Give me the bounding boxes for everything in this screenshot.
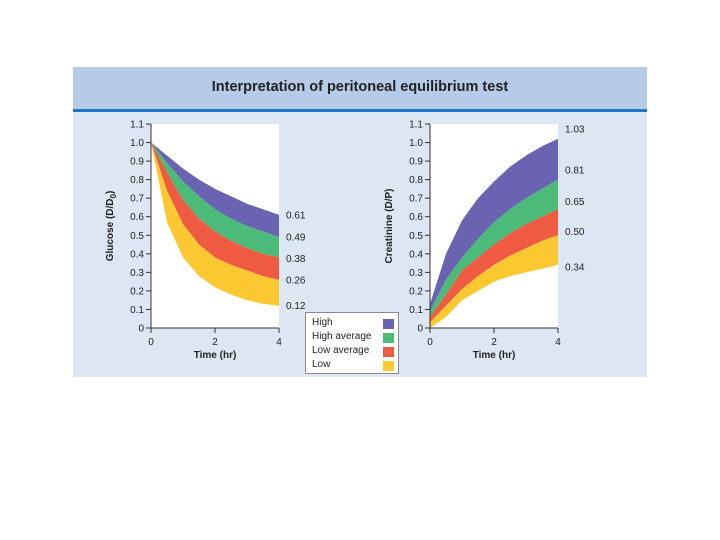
- y-tick-label: 1.0: [130, 138, 144, 149]
- y-axis-title-close: ): [105, 191, 116, 194]
- y-tick-label: 1.1: [130, 120, 144, 131]
- y-tick-label: 0.6: [409, 212, 423, 223]
- end-value-label: 0.34: [565, 262, 585, 273]
- chart-title: Interpretation of peritoneal equilibrium…: [211, 79, 509, 95]
- y-tick-label: 0.7: [130, 194, 144, 205]
- end-value-label: 0.26: [286, 275, 306, 286]
- y-tick-label: 1.1: [409, 120, 423, 131]
- end-value-label: 0.50: [565, 227, 585, 238]
- end-value-label: 1.03: [565, 124, 585, 135]
- y-tick-label: 0.1: [409, 305, 423, 316]
- x-tick-label: 2: [212, 337, 218, 348]
- y-tick-label: 1.0: [409, 138, 423, 149]
- x-tick-label: 2: [491, 337, 497, 348]
- band-low: [430, 235, 558, 328]
- y-tick-label: 0.8: [409, 175, 423, 186]
- end-value-label: 0.12: [286, 301, 306, 312]
- legend-item-low-average: Low average: [312, 344, 394, 358]
- y-tick-label: 0.5: [130, 231, 144, 242]
- y-tick-label: 0: [138, 324, 144, 335]
- y-axis-title-subscript: 0: [109, 194, 118, 199]
- legend-label: High: [312, 317, 333, 328]
- y-tick-label: 0.5: [409, 231, 423, 242]
- y-tick-label: 0.1: [130, 305, 144, 316]
- glucose-chart: 0 0.1 0.2 0.3 0.4 0.5 0.6 0.7 0.8 0.9 1.0 1.1 0 2 4 Tim…: [105, 120, 306, 362]
- legend-label: Low average: [312, 345, 370, 356]
- y-tick-label: 0.3: [130, 268, 144, 279]
- y-tick-label: 0.6: [130, 212, 144, 223]
- x-axis-title: Time (hr): [473, 350, 516, 361]
- legend: High High average Low average Low: [305, 312, 399, 374]
- band-high-average: [430, 179, 558, 317]
- x-tick-label: 4: [555, 337, 561, 348]
- band-low-average: [430, 209, 558, 323]
- y-axis-title: Glucose (D/D0): [105, 191, 118, 262]
- y-axis-title: Creatinine (D/P): [384, 188, 395, 263]
- y-tick-label: 0.9: [130, 157, 144, 168]
- end-value-label: 0.61: [286, 210, 306, 221]
- y-tick-label: 0.7: [409, 194, 423, 205]
- y-tick-label: 0.4: [130, 249, 144, 260]
- y-tick-label: 0.3: [409, 268, 423, 279]
- x-tick-label: 0: [427, 337, 433, 348]
- band-low: [151, 142, 279, 306]
- legend-swatch: [383, 347, 394, 357]
- legend-item-low: Low: [312, 358, 394, 372]
- legend-label: High average: [312, 331, 372, 342]
- end-value-label: 0.81: [565, 165, 585, 176]
- y-tick-label: 0.2: [409, 286, 423, 297]
- creatinine-chart: 0 0.1 0.2 0.3 0.4 0.5 0.6 0.7 0.8 0.9 1.0 1.1 0 2 4 Tim…: [384, 120, 585, 362]
- legend-swatch: [383, 361, 394, 371]
- legend-swatch: [383, 333, 394, 343]
- legend-item-high-average: High average: [312, 330, 394, 344]
- band-high: [151, 142, 279, 238]
- band-high-average: [151, 142, 279, 258]
- y-tick-label: 0: [417, 324, 423, 335]
- x-tick-label: 4: [276, 337, 282, 348]
- x-tick-label: 0: [148, 337, 154, 348]
- legend-swatch: [383, 319, 394, 329]
- y-tick-label: 0.2: [130, 286, 144, 297]
- chart-canvas: 0 0.1 0.2 0.3 0.4 0.5 0.6 0.7 0.8 0.9 1.0 1.1 0 2 4 Tim…: [105, 120, 585, 362]
- end-value-label: 0.65: [565, 197, 585, 208]
- y-tick-label: 0.4: [409, 249, 423, 260]
- legend-item-high: High: [312, 316, 394, 330]
- figure-panel: Interpretation of peritoneal equilibrium…: [73, 67, 647, 377]
- y-axis-title-main: Creatinine (D/P): [384, 188, 395, 263]
- band-low-average: [151, 142, 279, 280]
- legend-label: Low: [312, 359, 331, 370]
- end-value-label: 0.38: [286, 254, 306, 265]
- y-tick-label: 0.8: [130, 175, 144, 186]
- end-value-label: 0.49: [286, 233, 306, 244]
- y-axis-title-main: Glucose (D/D: [105, 199, 116, 262]
- title-bar: Interpretation of peritoneal equilibrium…: [73, 67, 647, 112]
- y-tick-label: 0.9: [409, 157, 423, 168]
- x-axis-title: Time (hr): [194, 350, 237, 361]
- band-high: [430, 138, 558, 312]
